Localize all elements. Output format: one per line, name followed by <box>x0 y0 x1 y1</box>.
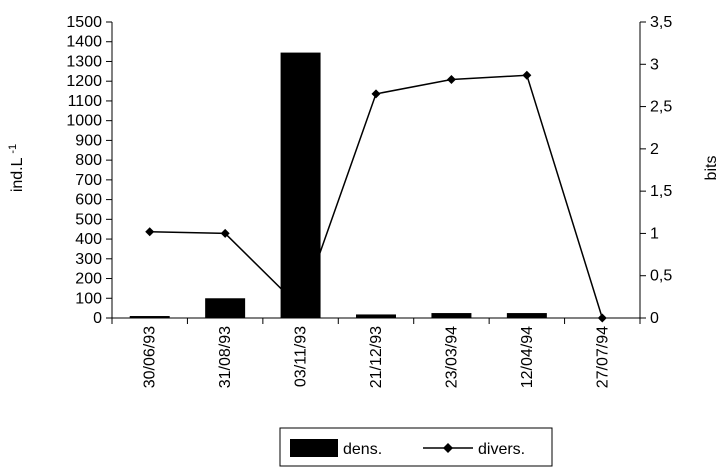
bar <box>280 52 321 318</box>
bar <box>129 316 170 318</box>
legend-swatch-bar <box>290 439 338 457</box>
line-point <box>145 227 155 237</box>
y2-axis-title: bits <box>703 156 720 181</box>
left-tick-label: 500 <box>75 211 102 228</box>
x-axis: 30/06/93 31/08/93 03/11/93 21/12/93 23/03/94… <box>111 317 641 388</box>
bar <box>431 313 472 318</box>
x-tick-label: 23/03/94 <box>443 326 460 388</box>
line-point <box>220 228 230 238</box>
legend-label-bar: dens. <box>343 441 382 458</box>
series-line <box>149 74 604 319</box>
plot-area <box>129 52 607 323</box>
left-tick-label: 1400 <box>66 34 102 51</box>
left-tick-label: 0 <box>93 310 102 327</box>
left-tick-label: 900 <box>75 132 102 149</box>
y-axis-title: ind.L -1 <box>7 144 26 192</box>
left-tick-label: 800 <box>75 152 102 169</box>
x-tick-label: 30/06/93 <box>142 326 159 388</box>
line-point <box>446 75 456 85</box>
bar <box>506 313 547 318</box>
right-tick-label: 0,5 <box>650 268 672 285</box>
right-axis: 0 0,5 1 1,5 2 2,5 3 3,5 <box>639 14 672 327</box>
left-tick-label: 1000 <box>66 113 102 130</box>
right-tick-label: 2 <box>650 141 659 158</box>
left-tick-label: 600 <box>75 192 102 209</box>
bar <box>205 298 246 318</box>
left-tick-label: 1500 <box>66 14 102 31</box>
legend-label-line: divers. <box>478 441 525 458</box>
x-tick-label: 21/12/93 <box>368 326 385 388</box>
x-tick-label: 03/11/93 <box>293 326 310 387</box>
x-tick-label: 12/04/94 <box>519 326 536 388</box>
left-tick-label: 700 <box>75 172 102 189</box>
y-axis-title-superscript: -1 <box>7 144 19 154</box>
line-point <box>371 89 381 99</box>
right-tick-label: 0 <box>650 310 659 327</box>
left-tick-label: 1300 <box>66 53 102 70</box>
legend: dens. divers. <box>279 427 553 467</box>
right-tick-label: 1 <box>650 225 659 242</box>
left-axis: 0 100 200 300 400 500 600 700 800 900 1000 1100 1200… <box>66 14 113 327</box>
left-tick-label: 300 <box>75 251 102 268</box>
line-point <box>522 70 532 80</box>
left-tick-label: 100 <box>75 290 102 307</box>
x-tick-label: 31/08/93 <box>217 326 234 388</box>
right-tick-label: 3 <box>650 56 659 73</box>
left-tick-label: 200 <box>75 271 102 288</box>
legend-swatch-marker <box>443 443 453 453</box>
right-tick-label: 3,5 <box>650 14 672 31</box>
bar <box>356 314 396 318</box>
right-tick-label: 2,5 <box>650 99 672 116</box>
right-tick-label: 1,5 <box>650 183 672 200</box>
x-tick-label: 27/07/94 <box>594 326 611 388</box>
left-tick-label: 1200 <box>66 73 102 90</box>
left-tick-label: 400 <box>75 231 102 248</box>
line-point <box>296 303 306 313</box>
left-tick-label: 1100 <box>68 93 103 110</box>
